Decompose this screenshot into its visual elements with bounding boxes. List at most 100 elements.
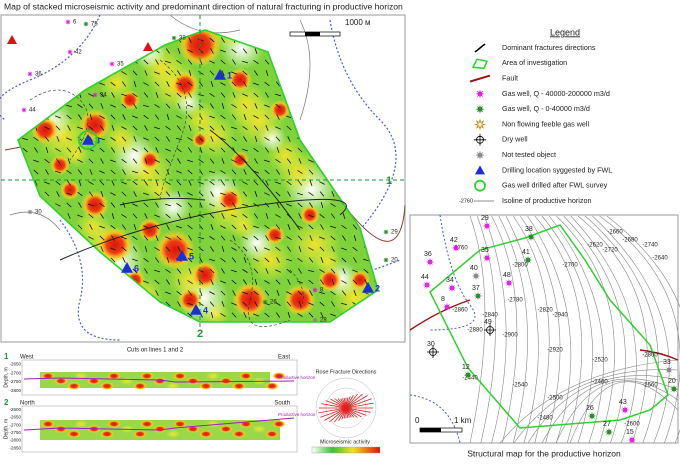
map-title: Map of stacked microseismic activity and… (4, 1, 403, 11)
fracture-tick (33, 169, 39, 175)
fracture-tick (110, 137, 116, 141)
fracture-tick (144, 158, 148, 164)
fracture-tick (209, 60, 215, 64)
fracture-tick (297, 202, 303, 208)
depth-tick-label: -2700 (9, 422, 21, 427)
structural-caption: Structural map for the productive horizo… (467, 448, 621, 458)
section-hotspot (219, 425, 233, 433)
fracture-tick (198, 103, 204, 109)
fault-line (59, 198, 347, 261)
section-hotspot (153, 425, 167, 433)
fracture-tick (231, 159, 237, 163)
fracture-tick (198, 81, 204, 87)
contour-label: -2880 (467, 328, 483, 334)
rose-petal (345, 407, 362, 418)
fracture-tick (308, 224, 314, 230)
well-symbol (483, 222, 491, 230)
fracture-tick (67, 125, 71, 131)
fracture-tick (209, 125, 215, 131)
section-hotspot (252, 425, 266, 433)
fracture-tick (100, 158, 104, 164)
fracture-tick (209, 258, 215, 262)
contour (527, 215, 572, 444)
fracture-tick (297, 147, 303, 153)
fracture-tick (308, 279, 314, 285)
fracture-tick (188, 70, 192, 76)
fracture-tick (89, 136, 93, 142)
fracture-tick (265, 213, 269, 219)
well-label: 29 (391, 230, 398, 236)
fracture-tick (165, 181, 171, 185)
fracture-tick (221, 246, 225, 252)
fracture-tick (133, 81, 137, 87)
fracture-tick (364, 279, 368, 285)
fracture-tick (187, 81, 193, 87)
fracture-tick (166, 169, 170, 175)
fracture-tick (209, 115, 215, 119)
fracture-tick (111, 235, 115, 241)
contour-label: -2800 (642, 353, 658, 359)
fracture-tick (308, 257, 314, 263)
fracture-tick (100, 246, 104, 252)
well-symbol (448, 284, 456, 292)
well-label: 75 (91, 22, 98, 28)
heat-hotspot (192, 132, 208, 148)
legend-item: Not tested object (502, 150, 556, 159)
well-symbol (312, 317, 318, 323)
well-symbol (109, 61, 115, 67)
contour-label: -2460 (592, 380, 608, 386)
fracture-tick (330, 258, 336, 262)
fracture-tick (242, 148, 248, 152)
cuts-title: Cuts on lines 1 and 2 (127, 348, 184, 354)
fracture-tick (254, 301, 258, 307)
fracture-tick (298, 158, 302, 164)
contour (527, 375, 679, 444)
fracture-tick (253, 125, 259, 131)
contour-label: -2900 (502, 333, 518, 339)
well-symbol (524, 256, 532, 264)
fracture-tick (307, 269, 315, 273)
contour (585, 215, 659, 444)
fracture-tick (165, 213, 171, 219)
fracture-tick (231, 279, 237, 285)
fracture-tick (143, 82, 149, 86)
fracture-tick (89, 169, 93, 175)
scale-label: 1 km (454, 416, 472, 425)
fracture-tick (133, 136, 137, 142)
fracture-tick (220, 280, 226, 284)
fracture-tick (253, 258, 259, 262)
fracture-tick (254, 279, 258, 285)
fracture-tick (210, 136, 214, 142)
fracture-tick (209, 37, 215, 43)
fracture-tick (121, 236, 127, 240)
section-hotspot (186, 377, 200, 385)
fracture-tick (264, 159, 270, 163)
fault-line (209, 129, 301, 231)
fracture-tick (275, 93, 281, 97)
depth-tick-label: -2650 (9, 415, 21, 420)
fracture-tick (198, 181, 204, 185)
fracture-tick (319, 246, 325, 252)
fracture-tick (287, 224, 291, 230)
fracture-tick (121, 191, 127, 197)
fracture-tick (298, 213, 302, 219)
fracture-tick (232, 92, 236, 98)
fracture-tick (56, 136, 60, 142)
fracture-tick (143, 192, 149, 196)
fracture-tick (353, 290, 357, 296)
fracture-tick (165, 148, 171, 152)
fracture-tick (155, 290, 159, 296)
fracture-tick (165, 158, 171, 164)
rose-petal (345, 407, 367, 416)
contour-label: -2620 (587, 243, 603, 249)
fracture-tick (88, 236, 94, 240)
fracture-tick (165, 125, 171, 131)
fracture-tick (99, 137, 105, 141)
section-hotspot (206, 420, 220, 428)
section-hotspot (140, 372, 154, 380)
fracture-tick (242, 291, 248, 295)
fracture-tick (275, 181, 281, 185)
fracture-tick (99, 147, 105, 153)
well-symbol (27, 209, 33, 215)
fracture-tick (243, 257, 247, 263)
